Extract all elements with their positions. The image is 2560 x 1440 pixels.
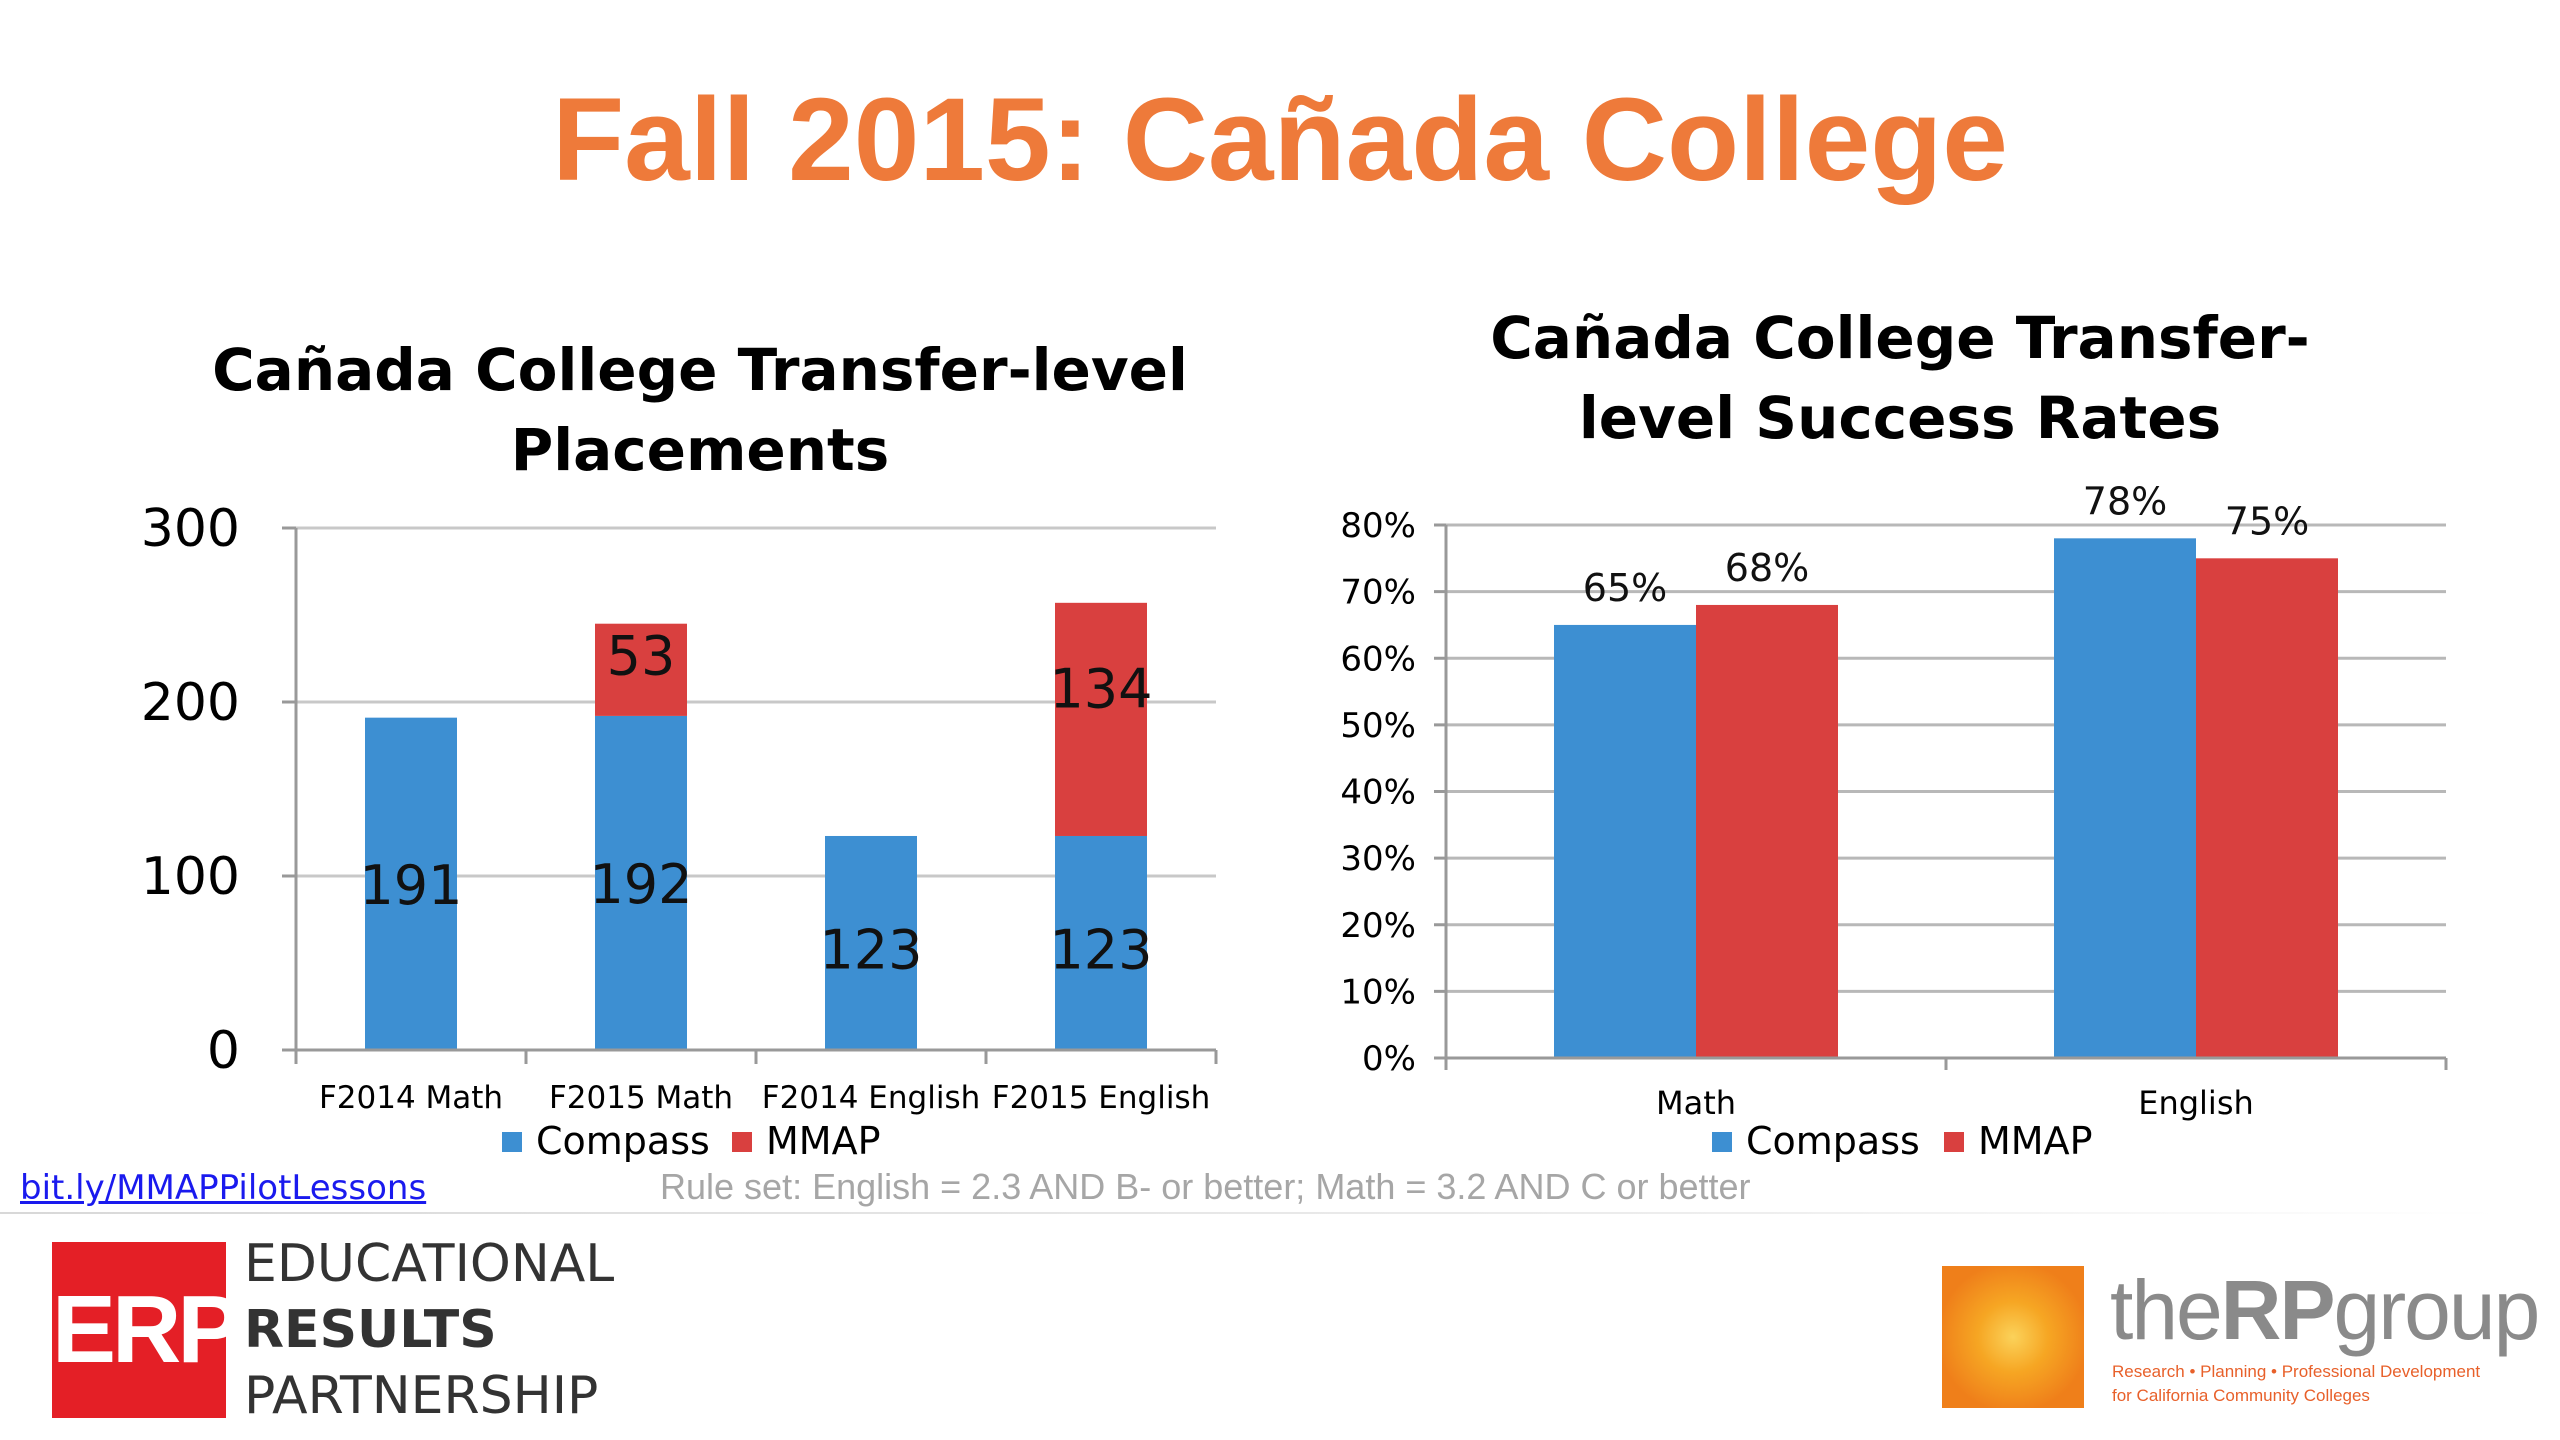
y-tick-label: 50% (1340, 706, 1416, 746)
legend-label-compass: Compass (536, 1119, 710, 1163)
legend-swatch-mmap (732, 1132, 752, 1152)
legend-swatch-compass (502, 1132, 522, 1152)
placements-chart: 0 100 200 300 191 F2014 Math 192 53 F2015 Math 12… (141, 499, 1218, 1163)
rp-group-tagline-2: for California Community Colleges (2112, 1386, 2370, 1405)
rp-group-logo-name: theRPgroup (2110, 1262, 2540, 1359)
bar-compass (1554, 624, 1696, 1058)
success-chart-title: Cañada College Transfer- level Success R… (1400, 298, 2400, 458)
rp-group-tagline-1: Research • Planning • Professional Devel… (2112, 1362, 2481, 1381)
rp-group-logo-icon (1942, 1266, 2084, 1408)
x-tick-label: F2014 Math (319, 1080, 503, 1116)
rp-name-the: the (2110, 1263, 2223, 1357)
erp-logo-icon: ERP (52, 1242, 241, 1418)
y-tick-label: 100 (141, 847, 240, 907)
erp-logo-line-3: PARTNERSHIP (244, 1366, 599, 1426)
y-tick-label: 30% (1340, 839, 1416, 879)
data-label: 78% (2083, 479, 2167, 523)
bar-compass (595, 715, 687, 1050)
bar-compass (825, 835, 917, 1050)
success-title-line-1: Cañada College Transfer- (1490, 304, 2310, 372)
placements-chart-title: Cañada College Transfer-level Placements (200, 330, 1200, 490)
legend-swatch-mmap (1944, 1132, 1964, 1152)
legend-swatch-compass (1712, 1132, 1732, 1152)
data-label: 68% (1725, 546, 1809, 590)
y-tick-label: 0% (1362, 1039, 1416, 1079)
bar-compass (365, 717, 457, 1050)
data-label: 123 (1049, 919, 1152, 982)
y-tick-label: 300 (141, 499, 240, 559)
y-tick-label: 40% (1340, 773, 1416, 813)
x-tick-label: Math (1656, 1084, 1736, 1122)
data-label: 192 (589, 853, 692, 916)
y-tick-label: 80% (1340, 506, 1416, 546)
rp-name-rp: RP (2220, 1263, 2336, 1357)
x-tick-label: F2015 Math (549, 1080, 733, 1116)
success-rates-chart: 0% 10% 20% 30% 40% 50% 60% 70% 80% 65% 68% Math 78% 7… (1340, 479, 2448, 1163)
data-label: 53 (607, 624, 676, 687)
y-tick-label: 70% (1340, 573, 1416, 613)
bar-mmap (1055, 602, 1147, 836)
bar-mmap (2196, 558, 2338, 1058)
placements-title-line-1: Cañada College Transfer-level (212, 336, 1188, 404)
x-tick-label: F2015 English (992, 1080, 1211, 1116)
slide-title: Fall 2015: Cañada College (552, 74, 2008, 206)
success-title-line-2: level Success Rates (1578, 384, 2222, 452)
data-label: 75% (2225, 499, 2309, 543)
placements-title-line-2: Placements (510, 416, 890, 484)
data-label: 134 (1049, 658, 1152, 721)
y-tick-label: 20% (1340, 906, 1416, 946)
erp-logo-line-2: RESULTS (244, 1300, 497, 1360)
legend-label-compass: Compass (1746, 1119, 1920, 1163)
legend-label-mmap: MMAP (1978, 1119, 2092, 1163)
bar-mmap (595, 623, 687, 716)
x-tick-label: F2014 English (762, 1080, 981, 1116)
rule-set-note: Rule set: English = 2.3 AND B- or better… (660, 1166, 1751, 1207)
data-label: 191 (359, 854, 462, 917)
footer-divider (0, 1212, 2500, 1214)
bar-compass (1055, 835, 1147, 1050)
y-tick-label: 200 (141, 673, 240, 733)
legend-label-mmap: MMAP (766, 1119, 880, 1163)
mmap-pilot-lessons-link[interactable]: bit.ly/MMAPPilotLessons (20, 1168, 427, 1208)
y-tick-label: 10% (1340, 972, 1416, 1012)
bar-mmap (1696, 604, 1838, 1058)
erp-logo-line-1: EDUCATIONAL (244, 1234, 615, 1294)
data-label: 123 (819, 919, 922, 982)
x-tick-label: English (2138, 1084, 2254, 1122)
data-label: 65% (1583, 566, 1667, 610)
y-tick-label: 0 (207, 1021, 240, 1081)
rp-name-group: group (2333, 1263, 2540, 1357)
bar-compass (2054, 538, 2196, 1058)
y-tick-label: 60% (1340, 639, 1416, 679)
